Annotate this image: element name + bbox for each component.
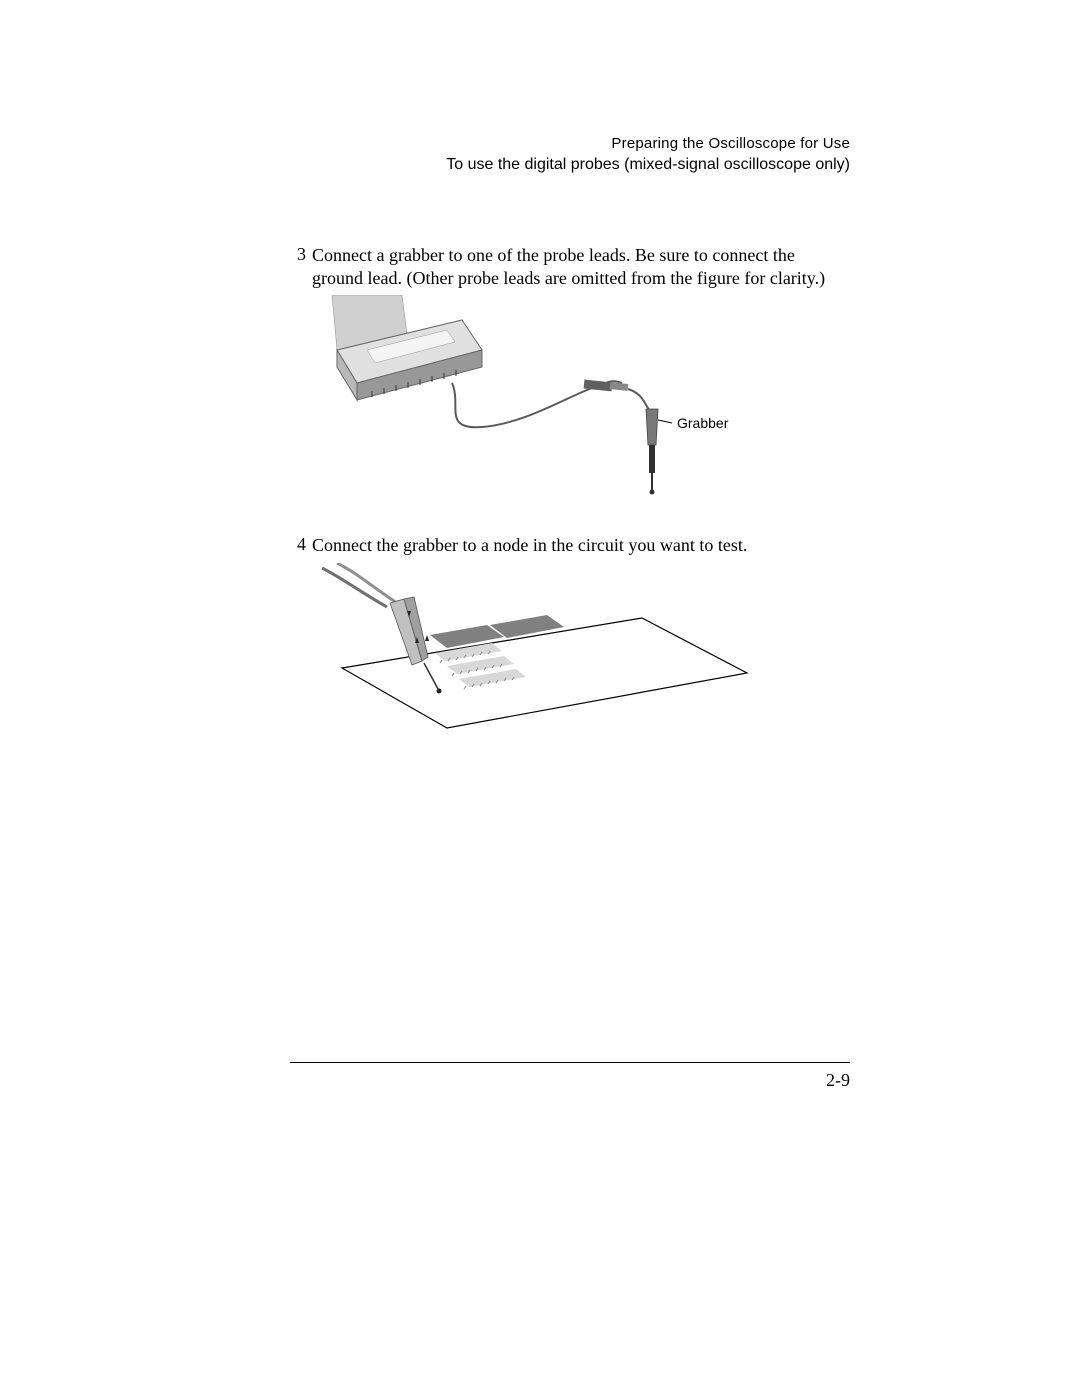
figure-grabber-to-lead: Grabber bbox=[312, 295, 850, 510]
header-title: Preparing the Oscilloscope for Use bbox=[290, 135, 850, 152]
step-3: 3 Connect a grabber to one of the probe … bbox=[290, 244, 850, 510]
step-number: 4 bbox=[290, 534, 312, 555]
grabber-wire-icon bbox=[628, 389, 650, 411]
grabber-icon bbox=[646, 409, 658, 495]
footer-rule bbox=[290, 1062, 850, 1063]
grabber-label: Grabber bbox=[677, 415, 729, 431]
label-leader-icon bbox=[658, 420, 672, 423]
figure-grabber-to-circuit bbox=[312, 563, 850, 743]
step-text: Connect the grabber to a node in the cir… bbox=[312, 534, 747, 557]
page-number: 2-9 bbox=[290, 1070, 850, 1091]
step-number: 3 bbox=[290, 244, 312, 265]
step-4: 4 Connect the grabber to a node in the c… bbox=[290, 534, 850, 743]
step-text: Connect a grabber to one of the probe le… bbox=[312, 244, 850, 289]
page-header: Preparing the Oscilloscope for Use To us… bbox=[290, 135, 850, 174]
header-subtitle: To use the digital probes (mixed-signal … bbox=[290, 156, 850, 174]
